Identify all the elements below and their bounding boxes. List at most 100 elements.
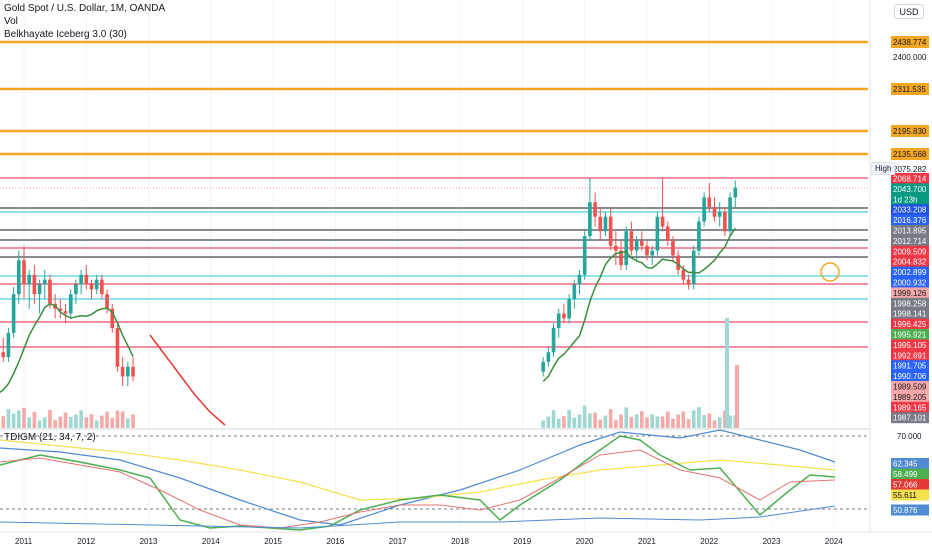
volume-bar-spike [735, 365, 739, 428]
early-candle [16, 260, 21, 295]
volume-bar [110, 417, 115, 428]
volume-bar [94, 420, 99, 428]
volume-bar [629, 416, 634, 428]
recent-candle [697, 221, 701, 251]
recent-candle [608, 216, 613, 246]
price-label [891, 391, 929, 403]
osc-pink-line [0, 449, 836, 529]
volume-bar [603, 415, 608, 428]
currency-button[interactable]: USD [894, 4, 924, 19]
volume-bar [74, 414, 78, 428]
volume-bar [567, 409, 571, 428]
early-candle [105, 294, 109, 309]
recent-candle [603, 216, 608, 232]
x-tick-label: 2023 [763, 537, 781, 546]
volume-bar [728, 415, 732, 428]
recent-candle [671, 240, 675, 256]
volume-bar [120, 411, 125, 428]
osc-blue-line [0, 429, 836, 526]
price-label [891, 245, 929, 257]
early-candle [11, 294, 16, 333]
volume-bar [691, 410, 696, 428]
price-label-text: 2016.376 [893, 216, 927, 225]
recent-candle [655, 216, 660, 251]
ma-line-early [0, 302, 134, 393]
osc-value-label [891, 468, 929, 480]
x-tick-label: 2022 [700, 537, 718, 546]
early-candle [42, 279, 47, 285]
volume-bar [582, 405, 587, 428]
x-tick-label: 2019 [513, 537, 531, 546]
price-label [891, 349, 929, 361]
price-label [891, 412, 929, 424]
x-tick-label: 2020 [576, 537, 594, 546]
osc-value-label-text: 55.611 [893, 491, 917, 500]
early-candle [115, 328, 120, 367]
price-label-text: 1999.126 [893, 289, 927, 298]
price-label-text: 1995.921 [893, 331, 927, 340]
recent-candle [723, 211, 727, 232]
volume-bar [645, 417, 649, 428]
price-label-text: 1998.141 [893, 310, 927, 319]
price-label [891, 360, 929, 372]
recent-candle [614, 245, 618, 251]
volume-bar [634, 414, 639, 428]
price-label-text: 2000.932 [893, 279, 927, 288]
price-label [891, 370, 929, 382]
osc-value-label [891, 504, 929, 516]
volume-bar [593, 412, 597, 428]
recent-candle [707, 197, 712, 208]
volume-bar [89, 414, 94, 428]
volume-bar [126, 418, 130, 428]
volume-bar [723, 410, 727, 428]
recent-candle [551, 328, 556, 353]
x-tick-label: 2018 [451, 537, 469, 546]
price-label [891, 183, 929, 195]
volume-bar [11, 413, 16, 428]
volume-bar [562, 416, 566, 428]
x-tick-label: 2012 [77, 537, 95, 546]
vol-legend: Vol [4, 16, 18, 27]
price-label [891, 204, 929, 216]
volume-bar [32, 411, 37, 428]
early-candle [74, 284, 78, 295]
recent-candle [577, 274, 582, 285]
recent-candle [665, 226, 670, 241]
volume-bar [572, 417, 577, 428]
price-label [891, 339, 929, 351]
volume-bar [598, 419, 603, 428]
early-candle [79, 274, 83, 285]
volume-bar [37, 420, 42, 428]
price-label-text: 1987.101 [893, 414, 927, 423]
price-label [891, 173, 929, 184]
recent-candle [629, 231, 634, 251]
price-label-text: 1995.105 [893, 341, 927, 350]
recent-candle [686, 279, 691, 285]
price-label-text: 2002.899 [893, 268, 927, 277]
price-label [891, 235, 929, 247]
volume-bar [1, 416, 6, 428]
price-label-text: 2009.509 [893, 247, 927, 256]
x-tick-label: 2024 [825, 537, 843, 546]
price-label-text: 1989.165 [893, 403, 927, 412]
price-tag-orange [891, 148, 929, 160]
recent-candle [582, 236, 587, 275]
price-label-text: 2012.714 [893, 237, 927, 246]
early-candle [1, 352, 6, 358]
price-label-text: 1996.425 [893, 320, 927, 329]
x-tick-label: 2017 [389, 537, 407, 546]
recent-candle [567, 299, 571, 319]
volume-bar [717, 417, 722, 428]
x-tick-label: 2013 [140, 537, 158, 546]
early-candle [32, 274, 37, 295]
volume-bar [100, 415, 104, 428]
recent-candle [660, 216, 665, 227]
recent-candle [691, 250, 696, 285]
price-label [891, 297, 929, 309]
early-candle [126, 366, 130, 377]
price-tag-label: 2195.830 [893, 127, 927, 136]
price-label [891, 287, 929, 299]
recent-candle [712, 207, 717, 217]
price-label-text: 1992.691 [893, 351, 927, 360]
